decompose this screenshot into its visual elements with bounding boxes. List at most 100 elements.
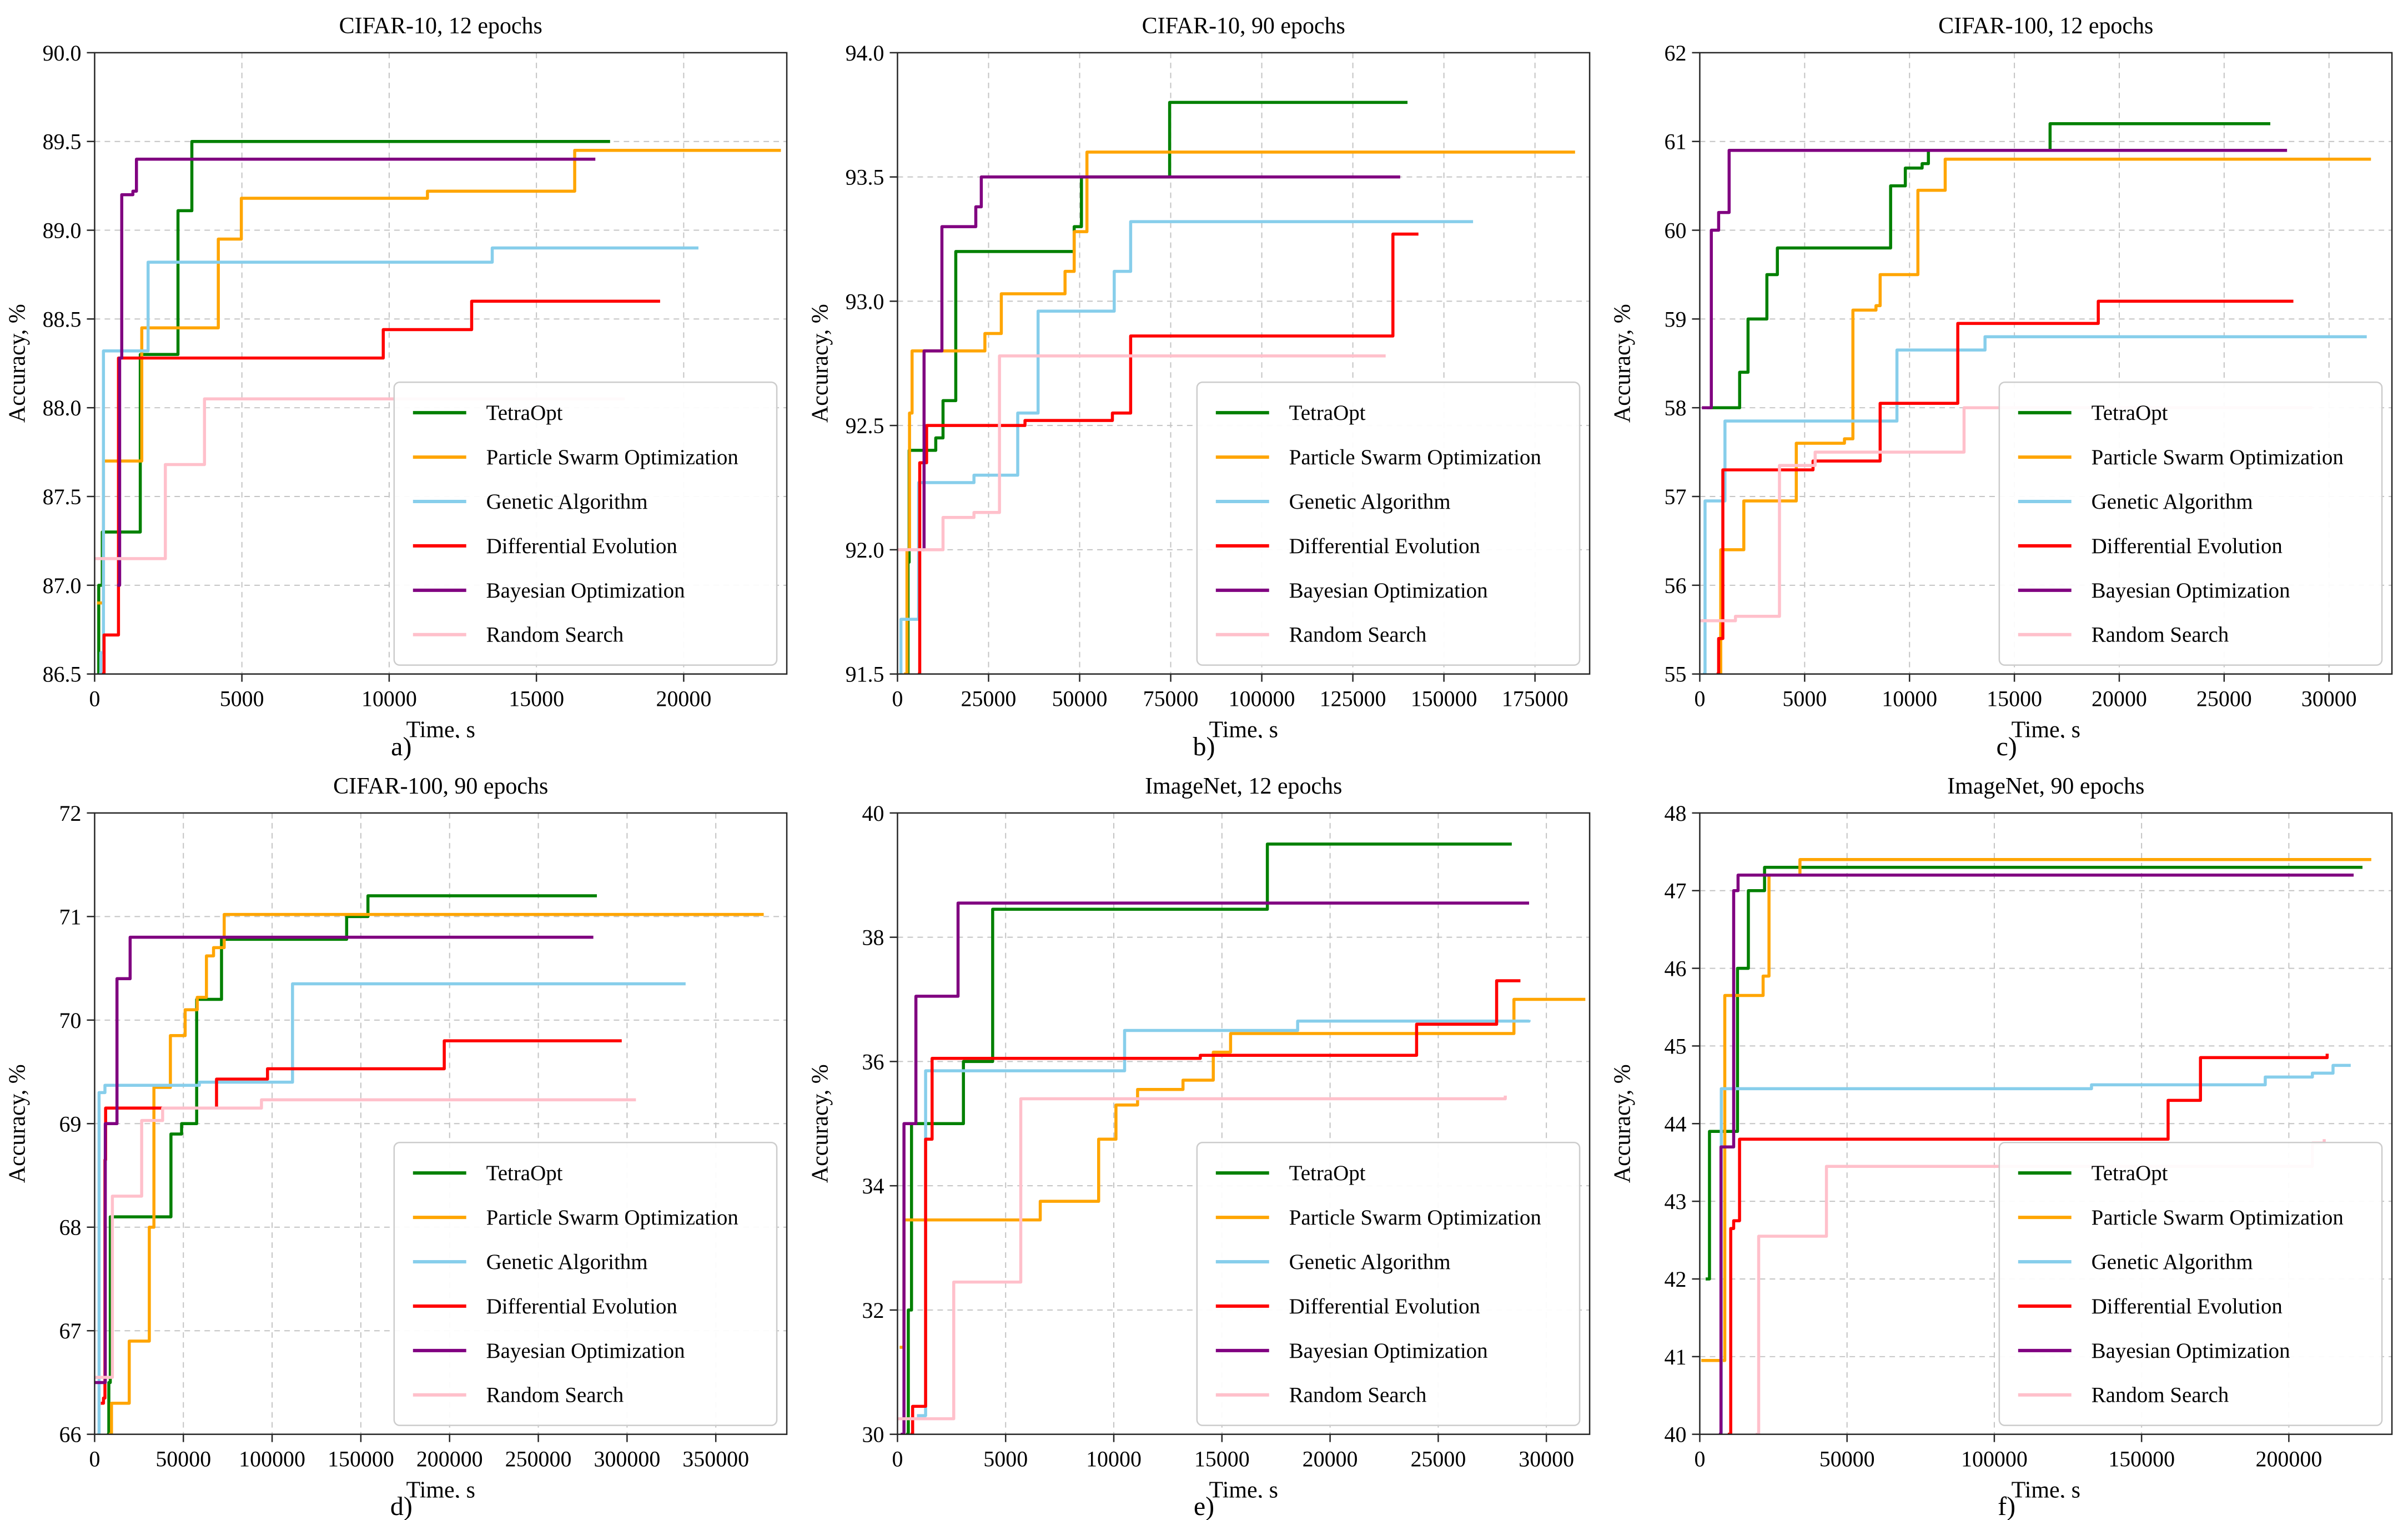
y-tick-label: 89.5 bbox=[43, 129, 82, 154]
x-tick-label: 25000 bbox=[1410, 1446, 1466, 1471]
y-tick-label: 41 bbox=[1665, 1344, 1687, 1369]
legend-label-bayesian-optimization: Bayesian Optimization bbox=[2092, 579, 2290, 603]
series-line-random-search bbox=[94, 1098, 636, 1379]
chart-title: CIFAR-10, 90 epochs bbox=[1142, 13, 1345, 39]
legend-label-genetic-algorithm: Genetic Algorithm bbox=[2092, 490, 2253, 514]
x-tick-label: 0 bbox=[1695, 686, 1706, 711]
legend-label-random-search: Random Search bbox=[486, 1383, 624, 1407]
subplot-a: 0 5000 10000 15000 20000 86.5 87.0 87.5 88.0 88.5… bbox=[0, 0, 803, 760]
legend-box: TetraOpt Particle Swarm Optimization Genet… bbox=[1998, 381, 2383, 666]
subplot-caption-c: c) bbox=[1996, 731, 2017, 760]
series-line-differential-evolution bbox=[102, 299, 660, 674]
series-line-differential-evolution bbox=[100, 1039, 622, 1404]
y-tick-label: 40 bbox=[1665, 1422, 1687, 1447]
x-tick-label: 15000 bbox=[509, 686, 564, 711]
series-line-bayesian-optimization bbox=[94, 935, 594, 1384]
x-tick-label: 150000 bbox=[1410, 686, 1477, 711]
x-tick-label: 15000 bbox=[1194, 1446, 1250, 1471]
chart-canvas-d: 0 50000 100000 150000 200000 250000 300000 3500… bbox=[0, 760, 803, 1498]
x-tick-label: 0 bbox=[89, 1446, 100, 1471]
x-tick-label: 0 bbox=[892, 1446, 903, 1471]
x-tick-label: 350000 bbox=[682, 1446, 749, 1471]
x-axis-label: Time, s bbox=[406, 1477, 475, 1498]
chart-canvas-c: 0 5000 10000 15000 20000 25000 30000 55 56 57 58 59… bbox=[1605, 0, 2408, 738]
chart-canvas-e: 0 5000 10000 15000 20000 25000 30000 30 32 34 36 38… bbox=[803, 760, 1605, 1498]
y-tick-label: 59 bbox=[1665, 307, 1687, 332]
x-tick-label: 50000 bbox=[1819, 1446, 1875, 1471]
y-tick-label: 40 bbox=[862, 800, 884, 825]
y-tick-label: 94.0 bbox=[845, 41, 884, 66]
axes-spines bbox=[896, 52, 1590, 675]
x-tick-label: 0 bbox=[89, 686, 100, 711]
y-tick-label: 57 bbox=[1665, 484, 1687, 509]
series-line-genetic-algorithm bbox=[99, 246, 698, 674]
legend-label-tetraopt: TetraOpt bbox=[486, 1161, 563, 1185]
y-axis-label: Accuracy, % bbox=[5, 304, 31, 423]
series-line-random-search bbox=[897, 354, 1386, 551]
y-tick-label: 92.0 bbox=[845, 538, 884, 563]
legend-frame bbox=[1196, 381, 1580, 666]
y-tick-label: 87.5 bbox=[43, 484, 82, 509]
chart-title: ImageNet, 12 epochs bbox=[1145, 773, 1342, 799]
subplot-c: 0 5000 10000 15000 20000 25000 30000 55 56 57 58 59… bbox=[1605, 0, 2408, 760]
series-line-particle-swarm-optimization bbox=[1701, 857, 2372, 1362]
legend-label-random-search: Random Search bbox=[486, 623, 624, 647]
x-tick-label: 50000 bbox=[1052, 686, 1107, 711]
subplot-caption-b: b) bbox=[1193, 731, 1215, 760]
x-tick-label: 0 bbox=[892, 686, 903, 711]
x-axis-label: Time, s bbox=[2012, 718, 2080, 738]
subplot-caption-d: d) bbox=[390, 1492, 413, 1520]
axes-spines bbox=[94, 52, 788, 675]
y-tick-label: 88.0 bbox=[43, 395, 82, 420]
series-line-genetic-algorithm bbox=[899, 220, 1473, 674]
y-tick-label: 71 bbox=[59, 904, 82, 929]
series-line-bayesian-optimization bbox=[1719, 873, 2354, 1434]
legend-frame bbox=[393, 381, 778, 666]
y-tick-label: 34 bbox=[862, 1173, 884, 1198]
chart-title: CIFAR-10, 12 epochs bbox=[339, 13, 542, 39]
chart-canvas-a: 0 5000 10000 15000 20000 86.5 87.0 87.5 88.0 88.5… bbox=[0, 0, 803, 738]
x-axis-label: Time, s bbox=[1209, 718, 1278, 738]
y-tick-label: 91.5 bbox=[845, 662, 884, 687]
x-tick-label: 5000 bbox=[1783, 686, 1827, 711]
legend-label-bayesian-optimization: Bayesian Optimization bbox=[1289, 579, 1487, 603]
y-tick-label: 92.5 bbox=[845, 413, 884, 438]
x-tick-label: 10000 bbox=[1086, 1446, 1142, 1471]
y-tick-label: 36 bbox=[862, 1049, 884, 1074]
y-tick-label: 93.5 bbox=[845, 165, 884, 190]
legend-label-particle-swarm-optimization: Particle Swarm Optimization bbox=[2092, 1206, 2344, 1230]
series-line-bayesian-optimization bbox=[922, 175, 1400, 551]
y-tick-label: 43 bbox=[1665, 1189, 1687, 1214]
legend-label-particle-swarm-optimization: Particle Swarm Optimization bbox=[1289, 1206, 1541, 1230]
legend-label-tetraopt: TetraOpt bbox=[2092, 1161, 2168, 1185]
series-line-tetraopt bbox=[1707, 122, 2271, 409]
y-tick-label: 46 bbox=[1665, 956, 1687, 981]
legend-label-genetic-algorithm: Genetic Algorithm bbox=[486, 1250, 648, 1273]
legend-box: TetraOpt Particle Swarm Optimization Genet… bbox=[1998, 1141, 2383, 1426]
x-tick-label: 5000 bbox=[983, 1446, 1028, 1471]
series-line-differential-evolution bbox=[1728, 1053, 2329, 1434]
y-tick-label: 32 bbox=[862, 1297, 884, 1322]
subplot-b: 0 25000 50000 75000 100000 125000 150000 175000… bbox=[803, 0, 1606, 760]
legend-label-bayesian-optimization: Bayesian Optimization bbox=[486, 579, 685, 603]
series-line-bayesian-optimization bbox=[117, 157, 596, 587]
series-line-particle-swarm-optimization bbox=[109, 912, 764, 1434]
y-axis-label: Accuracy, % bbox=[5, 1064, 31, 1183]
legend-label-genetic-algorithm: Genetic Algorithm bbox=[1289, 490, 1450, 514]
series-line-bayesian-optimization bbox=[1702, 148, 2288, 409]
legend-box: TetraOpt Particle Swarm Optimization Genet… bbox=[1196, 381, 1580, 666]
x-tick-label: 175000 bbox=[1501, 686, 1568, 711]
legend-frame bbox=[1196, 1141, 1580, 1426]
series-line-tetraopt bbox=[1706, 865, 2363, 1281]
axes-spines bbox=[1699, 52, 2393, 675]
legend-label-differential-evolution: Differential Evolution bbox=[1289, 1294, 1480, 1318]
y-axis-label: Accuracy, % bbox=[1610, 304, 1636, 423]
y-tick-label: 88.5 bbox=[43, 307, 82, 332]
y-tick-label: 30 bbox=[862, 1422, 884, 1447]
legend-label-random-search: Random Search bbox=[2092, 623, 2229, 647]
axes-spines bbox=[896, 812, 1590, 1435]
x-tick-label: 150000 bbox=[328, 1446, 394, 1471]
series-line-particle-swarm-optimization bbox=[1718, 157, 2371, 674]
y-axis-label: Accuracy, % bbox=[807, 1064, 833, 1183]
subplot-caption-f: f) bbox=[1998, 1492, 2016, 1520]
